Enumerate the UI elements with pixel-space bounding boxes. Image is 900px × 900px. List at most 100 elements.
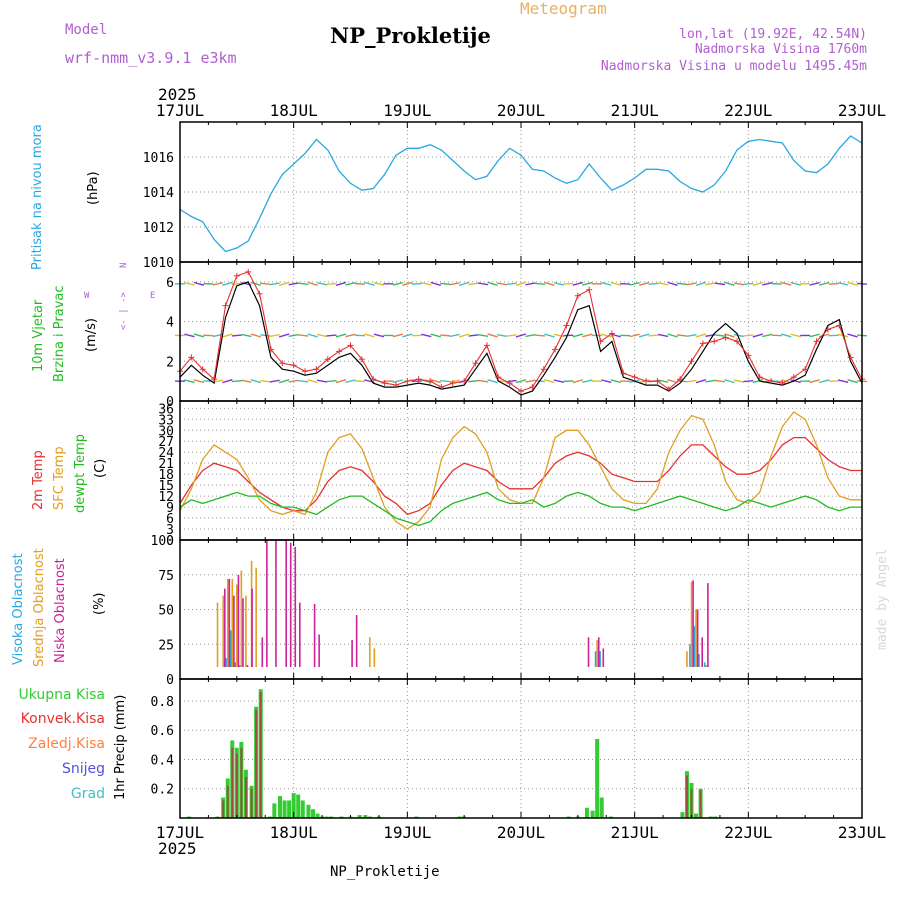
y-tick-label: 18 xyxy=(158,468,174,483)
pressure-label: Pritisak na nivou mora xyxy=(30,124,45,270)
wind-arrow xyxy=(307,333,318,338)
wind-arrow xyxy=(525,379,536,383)
temp2m-label: 2m Temp xyxy=(31,450,46,510)
wind-arrow xyxy=(790,333,801,338)
gust-marker xyxy=(552,346,559,353)
precip-total-bar xyxy=(296,794,301,818)
wind-arrow xyxy=(572,333,584,338)
wind-unit: (m/s) xyxy=(84,318,99,352)
precip-total-bar xyxy=(694,813,699,818)
day-label-bottom: 21JUL xyxy=(611,823,659,842)
wind-arrow xyxy=(733,282,744,286)
compass-e: E xyxy=(150,291,155,301)
gust-marker xyxy=(472,360,479,367)
precip-total-bar xyxy=(595,738,600,818)
wind-arrow xyxy=(657,379,669,383)
wind-arrow xyxy=(316,333,328,338)
wind-arrow xyxy=(837,379,849,383)
y-tick-label: 6 xyxy=(166,512,174,527)
wind-arrow xyxy=(724,281,735,287)
precip-total-bar xyxy=(310,809,315,818)
wind-arrow xyxy=(449,333,460,338)
gust-marker xyxy=(802,366,809,373)
gust-marker xyxy=(279,360,286,367)
gust-marker xyxy=(233,272,240,279)
wind-arrow xyxy=(269,379,280,383)
wind-arrow xyxy=(421,333,432,338)
wind-arrow xyxy=(515,378,527,384)
wind-arrow xyxy=(743,282,754,285)
wind-arrow xyxy=(667,333,678,338)
wind-arrow xyxy=(781,333,792,338)
precip-total-bar xyxy=(680,812,685,818)
wind-arrow xyxy=(781,281,792,286)
model-label: Model xyxy=(65,22,107,38)
gust-marker xyxy=(245,268,252,275)
wind-arrow xyxy=(468,334,479,337)
wind-arrow xyxy=(818,281,830,286)
precip-conv-bar xyxy=(226,785,229,818)
day-label-top: 18JUL xyxy=(270,101,318,120)
wind-arrow xyxy=(515,281,527,287)
temp-unit: (C) xyxy=(93,459,108,478)
wind-arrow xyxy=(231,334,242,337)
gust-marker xyxy=(495,374,502,381)
wind-arrow xyxy=(724,378,735,384)
wind-arrow xyxy=(648,282,659,285)
snow-label: Snijeg xyxy=(62,761,105,777)
precip-conv-label: Konvek.Kisa xyxy=(21,711,105,727)
precip-conv-bar xyxy=(244,777,247,818)
wind-arrow xyxy=(790,281,801,286)
precip-total-bar xyxy=(315,813,320,818)
pressure-line xyxy=(179,135,863,253)
y-tick-label: 0.6 xyxy=(151,724,174,739)
gust-marker xyxy=(370,376,377,383)
precip-conv-bar xyxy=(222,800,225,818)
wind-arrow xyxy=(477,333,489,337)
wind-arrow xyxy=(449,282,460,286)
gust-marker xyxy=(688,358,695,365)
precip-total-bar xyxy=(287,800,292,818)
wind-arrow xyxy=(733,379,744,383)
gust-marker xyxy=(631,374,638,381)
gust-marker xyxy=(438,384,445,391)
wind-arrow xyxy=(477,282,489,286)
day-label-bottom: 19JUL xyxy=(383,823,431,842)
wind-arrow xyxy=(269,282,280,286)
wind-arrow xyxy=(847,333,858,338)
graupel-label: Grad xyxy=(71,786,105,802)
wind-arrow xyxy=(610,281,621,286)
gust-marker xyxy=(381,380,388,387)
gust-marker xyxy=(620,370,627,377)
day-label-top: 17JUL xyxy=(156,101,204,120)
y-tick-label: 0 xyxy=(166,534,174,549)
gust-marker xyxy=(790,374,797,381)
gust-marker xyxy=(540,366,547,373)
gust-marker xyxy=(324,356,331,363)
precip-conv-bar xyxy=(255,709,258,818)
wind-arrow xyxy=(440,334,451,337)
y-tick-label: 9 xyxy=(166,501,174,516)
wind-arrow xyxy=(440,380,451,383)
precip-conv-bar xyxy=(231,747,234,818)
gust-marker xyxy=(199,366,206,373)
wind-arrow xyxy=(288,282,299,286)
day-label-top: 21JUL xyxy=(611,101,659,120)
wind-arrow xyxy=(553,333,565,338)
y-tick-label: 1010 xyxy=(143,256,174,271)
day-label-bottom: 22JUL xyxy=(724,823,772,842)
wind-arrow xyxy=(714,334,726,337)
wind-arrow xyxy=(298,379,309,383)
wind-arrow xyxy=(193,281,205,286)
gust-marker xyxy=(506,380,513,387)
y-tick-label: 30 xyxy=(158,424,174,439)
wind-arrow xyxy=(553,282,565,286)
year-top: 2025 xyxy=(158,85,197,104)
dewpt-label: dewpt Temp xyxy=(73,434,88,513)
precip-total-bar xyxy=(363,815,368,818)
wind-arrow xyxy=(752,281,764,286)
wind-arrow xyxy=(525,333,536,338)
gust-line xyxy=(179,271,863,392)
wind-arrow xyxy=(771,334,782,337)
